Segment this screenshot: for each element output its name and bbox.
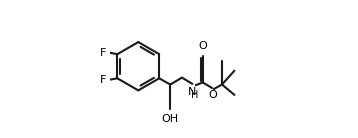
Text: F: F — [100, 47, 107, 58]
Text: O: O — [208, 90, 217, 100]
Text: O: O — [198, 41, 207, 51]
Text: H: H — [191, 90, 198, 100]
Text: N: N — [188, 87, 197, 97]
Text: OH: OH — [162, 113, 179, 124]
Text: F: F — [100, 75, 107, 85]
